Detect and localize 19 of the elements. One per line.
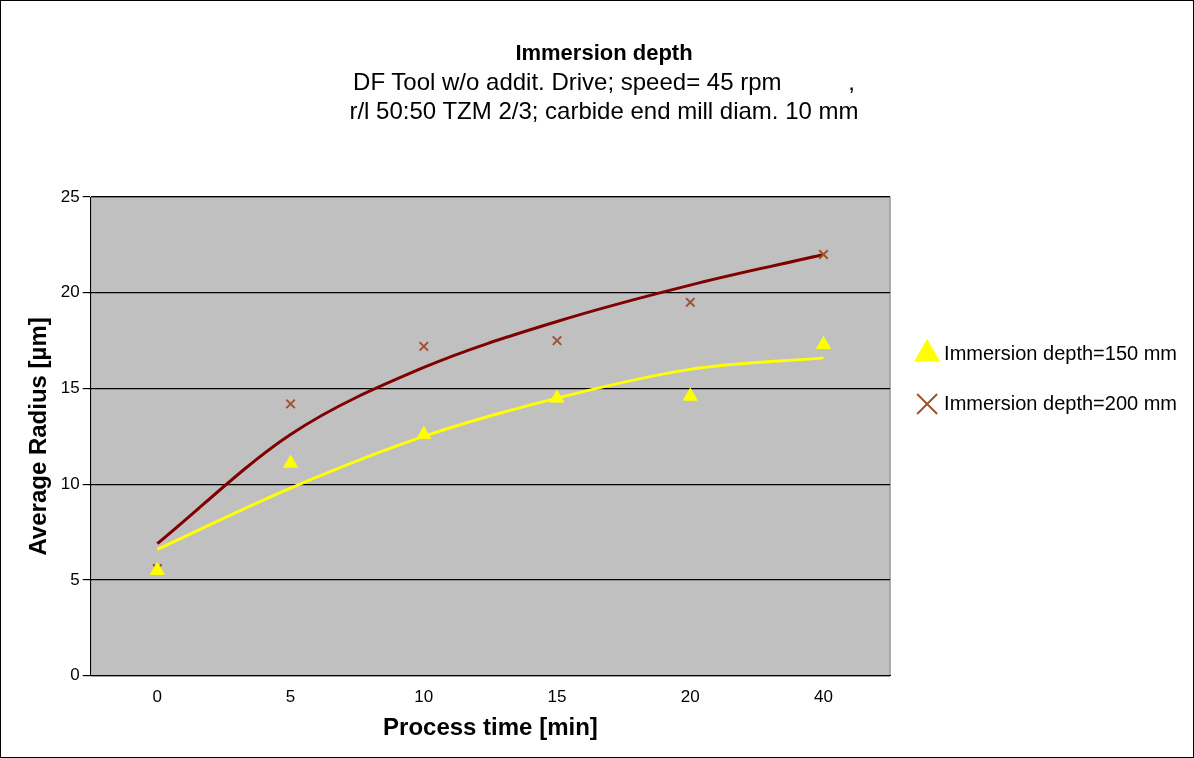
legend-label: Immersion depth=200 mm xyxy=(944,391,1178,414)
y-tick-label: 5 xyxy=(70,569,80,589)
x-tick-label: 10 xyxy=(414,686,434,706)
y-tick-label: 10 xyxy=(60,473,80,493)
x-tick-label: 20 xyxy=(680,686,700,706)
chart-title: Immersion depth xyxy=(515,40,693,66)
text: r/l 50:50 TZM 2/3; carbide end mill diam. 10 mm xyxy=(349,97,859,125)
y-tick-label: 15 xyxy=(60,378,80,398)
y-tick-label: 20 xyxy=(60,282,80,302)
y-tick-label: 0 xyxy=(70,665,80,685)
x-tick-label: 0 xyxy=(152,686,163,706)
x-tick-label: 5 xyxy=(285,686,296,706)
x-axis-title: Process time [min] xyxy=(383,713,598,741)
y-tick-label: 25 xyxy=(60,186,80,206)
y-axis-title: Average Radius [µm] xyxy=(24,317,52,556)
text: DF Tool w/o addit. Drive; speed= 45 rpm , xyxy=(353,68,855,96)
legend-label: Immersion depth=150 mm xyxy=(944,341,1178,364)
x-tick-label: 15 xyxy=(547,686,567,706)
x-tick-label: 40 xyxy=(814,686,833,706)
